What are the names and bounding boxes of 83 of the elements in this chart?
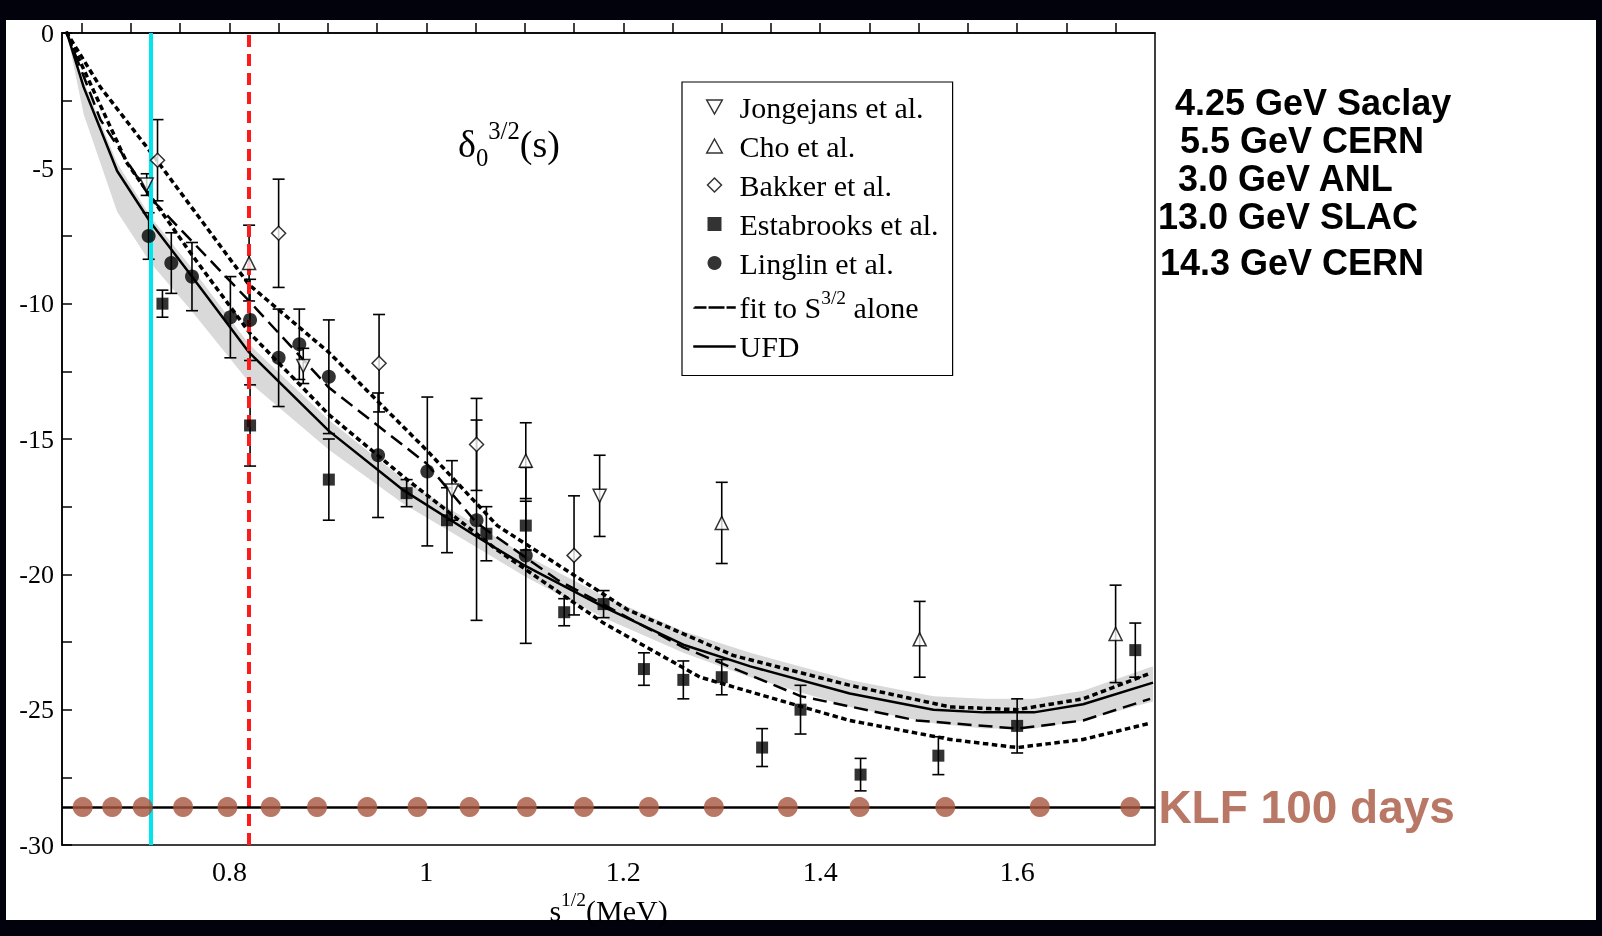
- point: [932, 749, 945, 762]
- point: [321, 369, 336, 384]
- legend-label: Bakker et al.: [739, 168, 892, 202]
- point: [597, 598, 610, 611]
- point: [849, 797, 870, 818]
- y-tick-label: -20: [19, 559, 54, 589]
- point: [307, 797, 328, 818]
- x-tick-label: 1.2: [605, 855, 641, 887]
- y-tick-label: -30: [19, 830, 54, 860]
- x-tick-label: 1: [419, 855, 434, 887]
- point: [637, 663, 650, 676]
- point: [407, 797, 428, 818]
- point: [714, 515, 729, 531]
- point: [271, 350, 286, 365]
- y-tick-label: 0: [41, 18, 54, 48]
- point: [223, 310, 238, 325]
- point: [141, 229, 156, 243]
- point: [444, 483, 460, 498]
- legend-label: UFD: [739, 330, 800, 363]
- point: [270, 225, 287, 242]
- point: [156, 297, 169, 310]
- point: [566, 547, 582, 564]
- point: [260, 797, 281, 818]
- legend-label: Estabrooks et al.: [739, 207, 939, 241]
- point: [459, 797, 480, 818]
- point: [715, 671, 728, 684]
- point: [1129, 644, 1142, 657]
- point: [558, 606, 571, 619]
- point: [912, 632, 927, 647]
- point: [1120, 797, 1141, 818]
- point: [519, 519, 532, 532]
- x-tick-label: 1.6: [999, 855, 1035, 887]
- point: [1108, 626, 1123, 642]
- point: [518, 548, 533, 563]
- point: [217, 797, 238, 818]
- point: [102, 797, 123, 818]
- y-tick-label: -10: [19, 289, 54, 319]
- y-tick-label: -5: [32, 153, 54, 183]
- point: [468, 436, 485, 453]
- y-tick-label: -15: [19, 424, 54, 454]
- point: [184, 269, 199, 284]
- point: [777, 797, 798, 818]
- y-tick-label: -25: [19, 695, 54, 725]
- series-label: KLF 100 days: [1158, 781, 1455, 834]
- legend-label: Cho et al.: [739, 129, 856, 163]
- x-tick-label: 1.4: [802, 855, 838, 887]
- point: [854, 768, 867, 781]
- point: [1029, 797, 1050, 818]
- point: [72, 797, 93, 818]
- point: [677, 673, 690, 686]
- point: [357, 797, 378, 818]
- point: [1011, 719, 1024, 732]
- point: [935, 797, 956, 818]
- point: [139, 177, 154, 192]
- point: [241, 255, 257, 271]
- point: [516, 797, 537, 818]
- point: [480, 527, 493, 540]
- legend-label: Linglin et al.: [739, 246, 894, 280]
- point: [322, 473, 335, 486]
- point: [244, 419, 257, 432]
- point: [292, 337, 307, 352]
- point: [420, 464, 435, 479]
- point: [592, 488, 607, 504]
- point: [573, 797, 594, 818]
- point: [149, 152, 166, 168]
- legend-label: Jongejans et al.: [739, 90, 924, 124]
- point: [756, 741, 769, 754]
- point: [518, 453, 534, 468]
- point: [371, 448, 386, 463]
- point: [296, 358, 311, 374]
- point: [794, 703, 807, 716]
- point: [371, 355, 387, 371]
- point: [441, 514, 454, 527]
- point: [173, 797, 194, 818]
- point: [638, 797, 659, 818]
- point: [703, 797, 724, 818]
- x-tick-label: 0.8: [211, 855, 247, 887]
- point: [243, 312, 258, 327]
- point: [400, 487, 413, 500]
- point: [164, 256, 179, 271]
- point: [132, 797, 153, 818]
- text: 14.3 GeV CERN: [1160, 241, 1425, 283]
- point: [469, 513, 484, 528]
